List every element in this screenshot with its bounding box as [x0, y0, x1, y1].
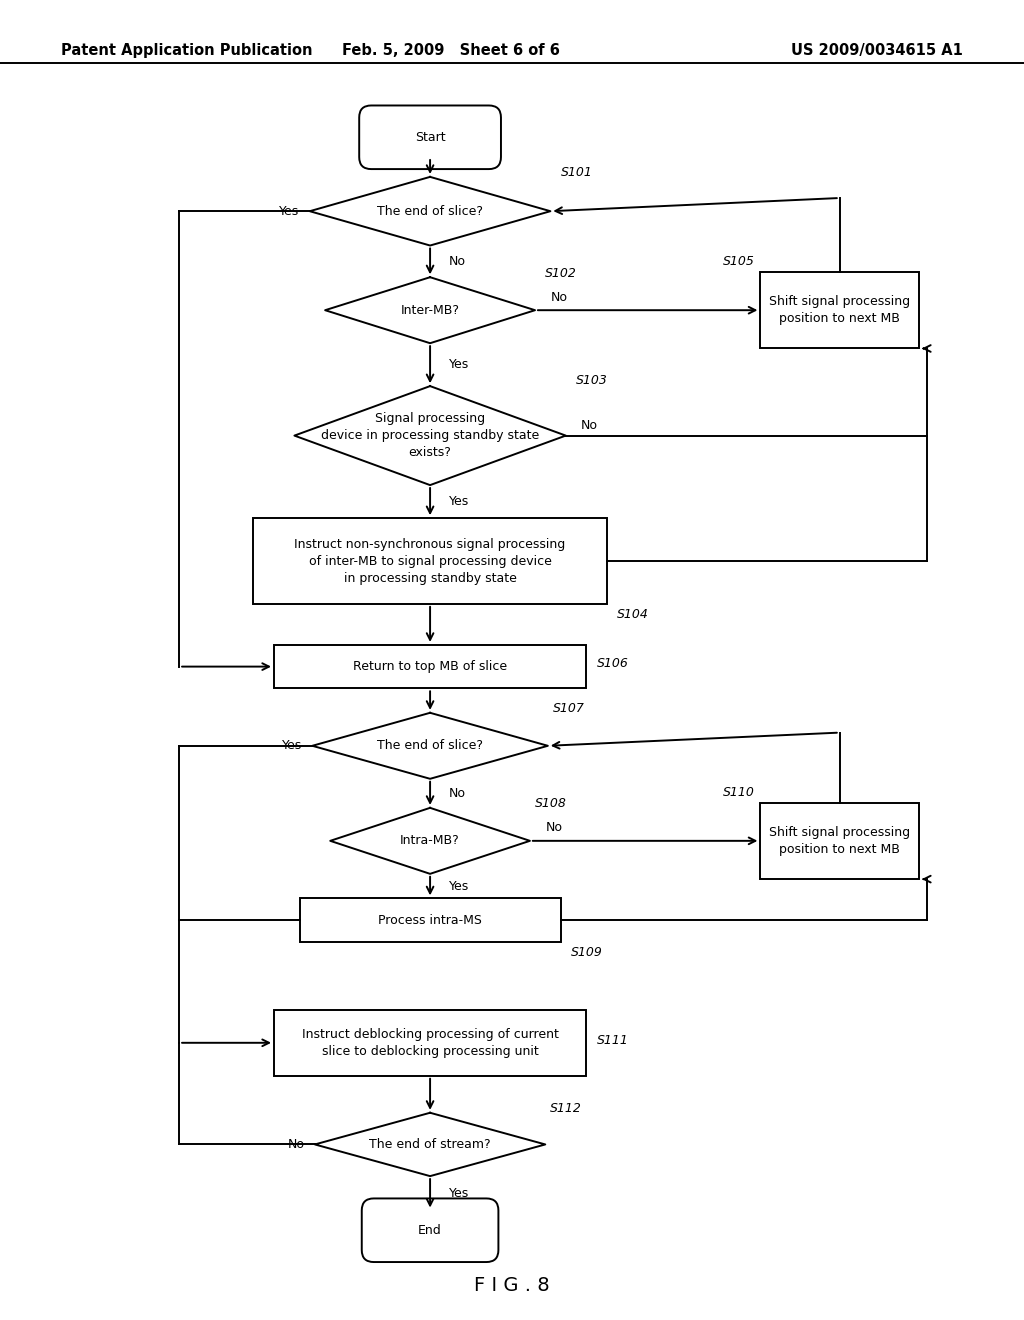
Text: No: No: [449, 787, 466, 800]
Text: Start: Start: [415, 131, 445, 144]
Bar: [760, 272, 919, 348]
Text: Yes: Yes: [282, 739, 302, 752]
Polygon shape: [326, 277, 535, 343]
Text: S103: S103: [575, 375, 608, 387]
Text: S108: S108: [535, 797, 567, 810]
Text: S105: S105: [723, 255, 755, 268]
Bar: [299, 899, 561, 942]
Text: S102: S102: [545, 267, 578, 280]
Text: Yes: Yes: [449, 358, 469, 371]
Text: No: No: [551, 290, 567, 304]
Text: No: No: [545, 821, 562, 834]
Bar: [273, 644, 586, 689]
Text: Yes: Yes: [449, 879, 469, 892]
Text: S101: S101: [561, 166, 593, 180]
FancyBboxPatch shape: [361, 1199, 499, 1262]
Text: End: End: [418, 1224, 442, 1237]
Polygon shape: [295, 387, 565, 486]
Text: S107: S107: [553, 702, 585, 715]
Polygon shape: [312, 713, 548, 779]
Text: S112: S112: [551, 1102, 583, 1115]
Text: The end of slice?: The end of slice?: [377, 205, 483, 218]
Text: S111: S111: [596, 1034, 629, 1047]
Text: Return to top MB of slice: Return to top MB of slice: [353, 660, 507, 673]
Polygon shape: [330, 808, 530, 874]
Text: No: No: [449, 255, 466, 268]
Text: Feb. 5, 2009   Sheet 6 of 6: Feb. 5, 2009 Sheet 6 of 6: [342, 42, 559, 58]
Bar: [760, 803, 919, 879]
Text: Inter-MB?: Inter-MB?: [400, 304, 460, 317]
Bar: [253, 519, 606, 605]
Text: Shift signal processing
position to next MB: Shift signal processing position to next…: [769, 826, 910, 855]
Text: Yes: Yes: [280, 205, 299, 218]
Text: S110: S110: [723, 785, 755, 799]
Text: US 2009/0034615 A1: US 2009/0034615 A1: [791, 42, 963, 58]
Text: S106: S106: [596, 657, 629, 671]
Text: Process intra-MS: Process intra-MS: [378, 913, 482, 927]
Text: Instruct deblocking processing of current
slice to deblocking processing unit: Instruct deblocking processing of curren…: [302, 1028, 558, 1057]
Text: S104: S104: [616, 609, 649, 620]
Text: Patent Application Publication: Patent Application Publication: [61, 42, 313, 58]
Text: The end of slice?: The end of slice?: [377, 739, 483, 752]
Bar: [273, 1010, 586, 1076]
Text: Shift signal processing
position to next MB: Shift signal processing position to next…: [769, 296, 910, 325]
Text: S109: S109: [571, 945, 603, 958]
Text: Yes: Yes: [449, 495, 469, 508]
Text: Instruct non-synchronous signal processing
of inter-MB to signal processing devi: Instruct non-synchronous signal processi…: [295, 537, 565, 585]
Text: No: No: [288, 1138, 305, 1151]
Text: The end of stream?: The end of stream?: [370, 1138, 490, 1151]
Text: F I G . 8: F I G . 8: [474, 1276, 550, 1295]
Text: Yes: Yes: [449, 1187, 469, 1200]
Polygon shape: [314, 1113, 545, 1176]
Polygon shape: [309, 177, 551, 246]
Text: Intra-MB?: Intra-MB?: [400, 834, 460, 847]
Text: No: No: [581, 418, 598, 432]
FancyBboxPatch shape: [359, 106, 501, 169]
Text: Signal processing
device in processing standby state
exists?: Signal processing device in processing s…: [321, 412, 540, 459]
